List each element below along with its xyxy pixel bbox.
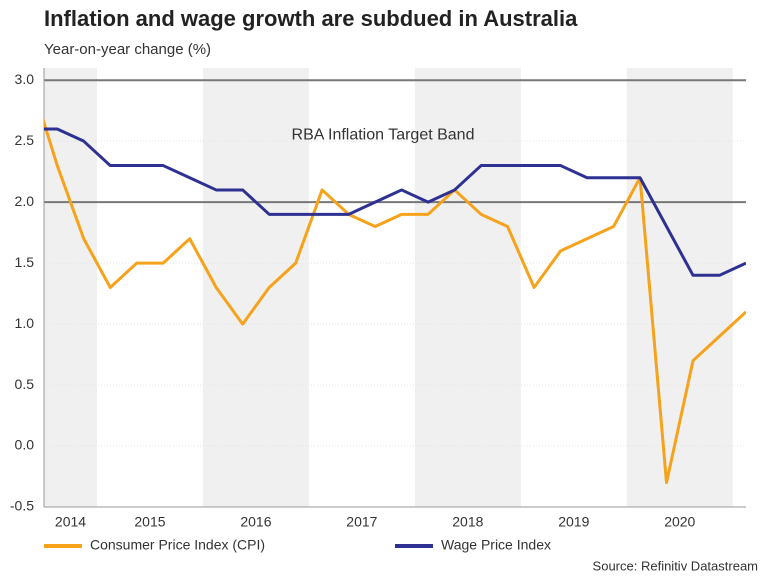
x-tick-label: 2019 — [558, 514, 589, 530]
source: Source: Refinitiv Datastream — [593, 558, 758, 573]
y-tick-label: 1.0 — [15, 315, 35, 331]
series-line — [44, 127, 746, 277]
y-tick-label: 2.5 — [15, 132, 35, 148]
x-tick-label: 2015 — [134, 514, 165, 530]
chart-subtitle: Year-on-year change (%) — [44, 41, 211, 58]
year-shade — [626, 68, 733, 507]
y-tick-label: 3.0 — [15, 71, 35, 87]
chart-title: Inflation and wage growth are subdued in… — [44, 6, 578, 31]
y-tick-label: -0.5 — [10, 498, 34, 514]
year-shade — [202, 68, 309, 507]
y-tick-label: 0.5 — [15, 376, 35, 392]
series-line — [44, 117, 746, 485]
plot-area — [44, 117, 746, 485]
legend-label: Consumer Price Index (CPI) — [90, 537, 265, 553]
year-shade — [44, 68, 97, 507]
annotation: RBA Inflation Target Band — [292, 126, 475, 143]
y-tick-label: 0.0 — [15, 437, 35, 453]
x-tick-label: 2020 — [664, 514, 695, 530]
x-tick-label: 2014 — [55, 514, 86, 530]
y-tick-label: 2.0 — [15, 193, 35, 209]
y-tick-label: 1.5 — [15, 254, 35, 270]
x-tick-label: 2016 — [240, 514, 271, 530]
x-tick-label: 2018 — [452, 514, 483, 530]
x-tick-label: 2017 — [346, 514, 377, 530]
legend-label: Wage Price Index — [441, 537, 551, 553]
